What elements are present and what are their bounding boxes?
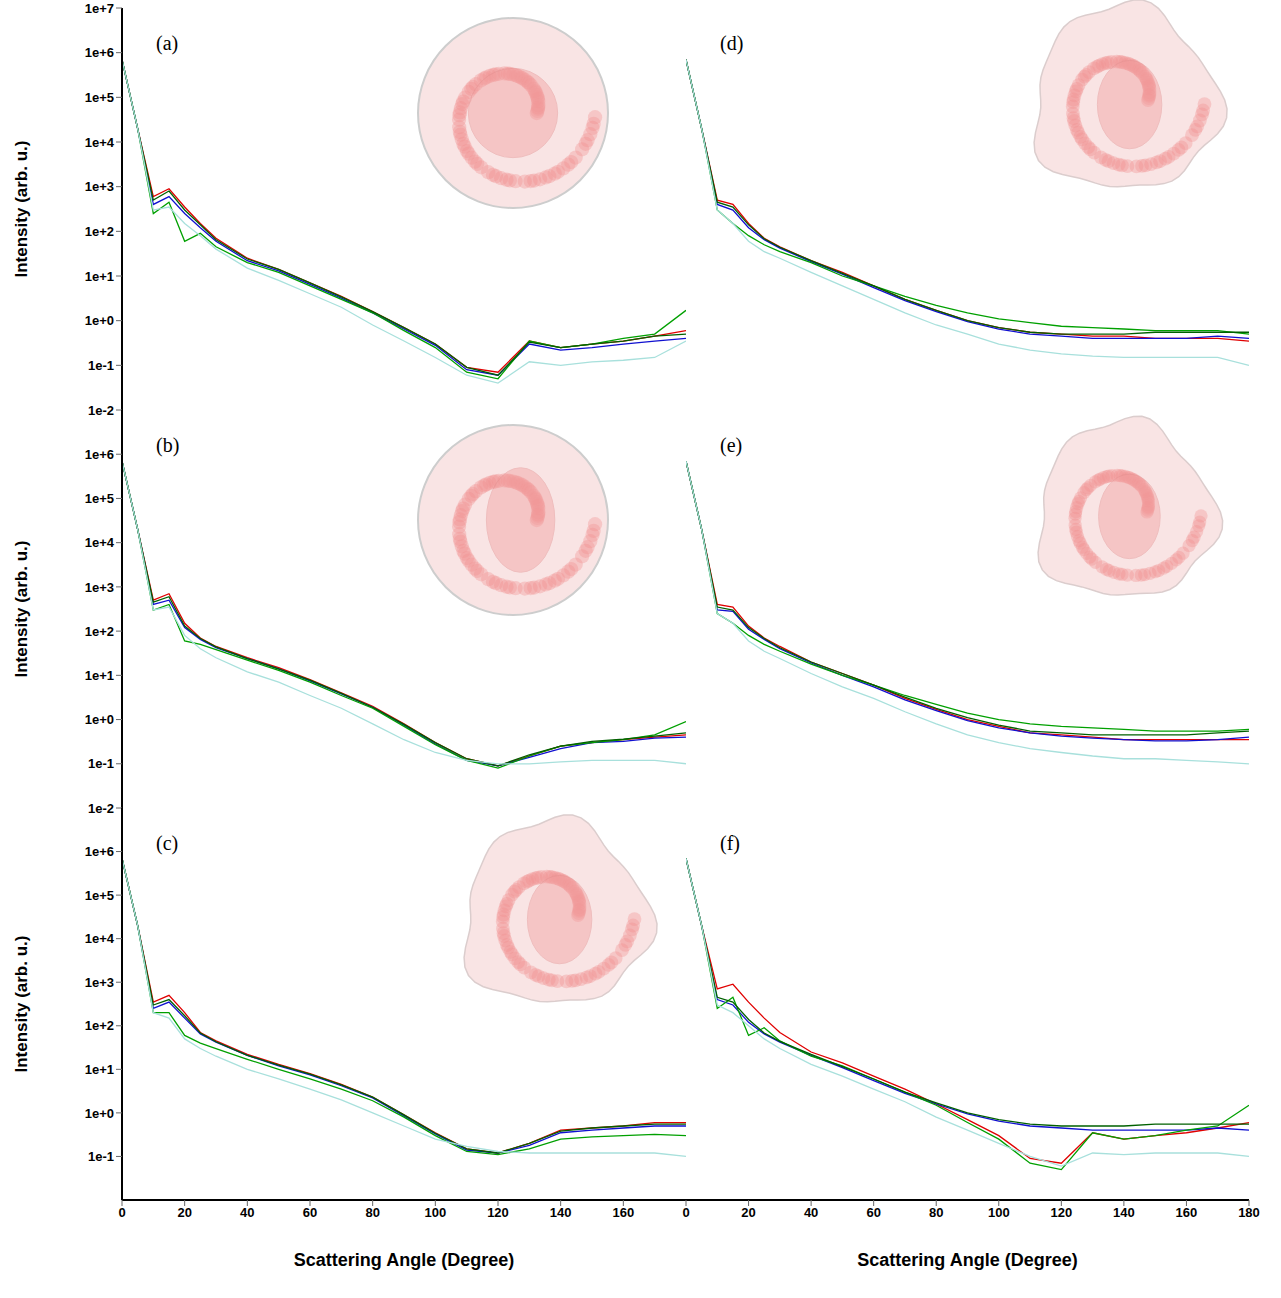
- svg-text:1e+3: 1e+3: [85, 580, 114, 595]
- html-text:(f): (f): [720, 832, 740, 854]
- svg-text:120: 120: [1050, 1205, 1072, 1220]
- html-text:(d): (d): [720, 32, 744, 54]
- svg-text:1e+4: 1e+4: [85, 135, 115, 150]
- svg-text:140: 140: [550, 1205, 572, 1220]
- svg-text:0: 0: [118, 1205, 125, 1220]
- svg-text:1e+0: 1e+0: [85, 712, 114, 727]
- svg-text:1e+1: 1e+1: [85, 668, 114, 683]
- svg-text:80: 80: [929, 1205, 943, 1220]
- svg-text:120: 120: [487, 1205, 509, 1220]
- svg-text:1e+3: 1e+3: [85, 975, 114, 990]
- svg-text:100: 100: [424, 1205, 446, 1220]
- html-text:(a): (a): [156, 32, 179, 54]
- svg-text:1e+6: 1e+6: [85, 844, 114, 859]
- svg-text:40: 40: [240, 1205, 254, 1220]
- svg-text:60: 60: [303, 1205, 317, 1220]
- svg-text:1e+1: 1e+1: [85, 1062, 114, 1077]
- svg-text:140: 140: [1113, 1205, 1135, 1220]
- svg-text:1e+1: 1e+1: [85, 269, 114, 284]
- html-text:Intensity (arb. u.): Intensity (arb. u.): [12, 140, 31, 278]
- html-text:Intensity (arb. u.): Intensity (arb. u.): [12, 935, 31, 1073]
- svg-text:60: 60: [866, 1205, 880, 1220]
- svg-text:1e+6: 1e+6: [85, 45, 114, 60]
- svg-text:1e+4: 1e+4: [85, 535, 115, 550]
- html-text:Intensity (arb. u.): Intensity (arb. u.): [12, 540, 31, 678]
- svg-text:1e+4: 1e+4: [85, 931, 115, 946]
- html-text:Scattering Angle (Degree): Scattering Angle (Degree): [293, 1250, 515, 1270]
- svg-text:1e+2: 1e+2: [85, 1018, 114, 1033]
- svg-text:100: 100: [988, 1205, 1010, 1220]
- svg-text:1e+5: 1e+5: [85, 888, 114, 903]
- svg-text:1e+7: 1e+7: [85, 1, 114, 16]
- svg-text:1e+0: 1e+0: [85, 313, 114, 328]
- svg-text:1e+2: 1e+2: [85, 224, 114, 239]
- svg-text:20: 20: [177, 1205, 191, 1220]
- svg-text:80: 80: [365, 1205, 379, 1220]
- html-text:(c): (c): [156, 832, 179, 854]
- svg-text:180: 180: [1238, 1205, 1260, 1220]
- svg-text:1e+0: 1e+0: [85, 1106, 114, 1121]
- svg-text:1e-2: 1e-2: [88, 801, 114, 816]
- svg-text:160: 160: [612, 1205, 634, 1220]
- svg-text:160: 160: [1176, 1205, 1198, 1220]
- svg-text:1e-1: 1e-1: [88, 1149, 114, 1164]
- svg-text:1e+3: 1e+3: [85, 179, 114, 194]
- svg-text:20: 20: [741, 1205, 755, 1220]
- html-text:(e): (e): [720, 434, 743, 456]
- svg-text:1e+2: 1e+2: [85, 624, 114, 639]
- svg-text:1e+5: 1e+5: [85, 90, 114, 105]
- html-text:Scattering Angle (Degree): Scattering Angle (Degree): [857, 1250, 1078, 1270]
- svg-text:1e+5: 1e+5: [85, 491, 114, 506]
- svg-text:1e-2: 1e-2: [88, 403, 114, 418]
- svg-text:1e-1: 1e-1: [88, 756, 114, 771]
- svg-text:0: 0: [682, 1205, 689, 1220]
- svg-text:40: 40: [804, 1205, 818, 1220]
- svg-text:1e+6: 1e+6: [85, 447, 114, 462]
- html-text:(b): (b): [156, 434, 180, 456]
- svg-text:1e-1: 1e-1: [88, 358, 114, 373]
